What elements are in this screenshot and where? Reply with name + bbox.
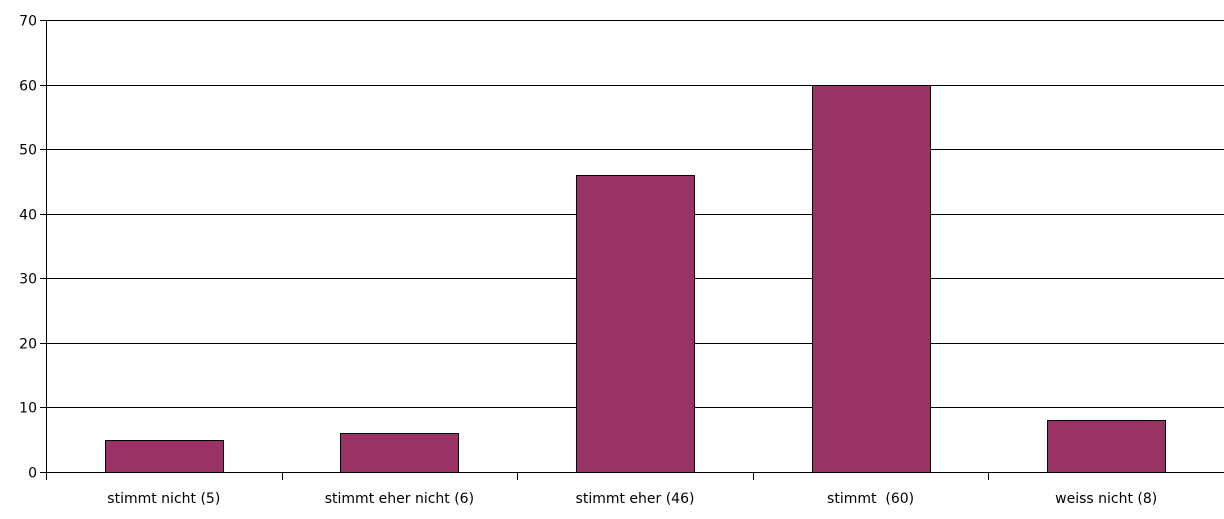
bar bbox=[340, 433, 459, 473]
x-category-label: stimmt eher nicht (6) bbox=[325, 491, 474, 507]
y-tick-label: 30 bbox=[19, 272, 37, 288]
x-category-label: stimmt (60) bbox=[827, 491, 914, 507]
y-tick-label: 50 bbox=[19, 143, 37, 159]
y-tick-label: 10 bbox=[19, 401, 37, 417]
bar bbox=[1047, 420, 1166, 473]
bar bbox=[576, 175, 695, 473]
x-category-label: stimmt eher (46) bbox=[576, 491, 695, 507]
y-tick-label: 0 bbox=[28, 466, 37, 482]
y-tick-label: 60 bbox=[19, 79, 37, 95]
x-category-label: weiss nicht (8) bbox=[1055, 491, 1157, 507]
y-tick-label: 40 bbox=[19, 208, 37, 224]
x-category-label: stimmt nicht (5) bbox=[107, 491, 220, 507]
y-tick-label: 70 bbox=[19, 14, 37, 30]
bar bbox=[812, 85, 931, 473]
y-tick-label: 20 bbox=[19, 337, 37, 353]
bar bbox=[105, 440, 224, 473]
